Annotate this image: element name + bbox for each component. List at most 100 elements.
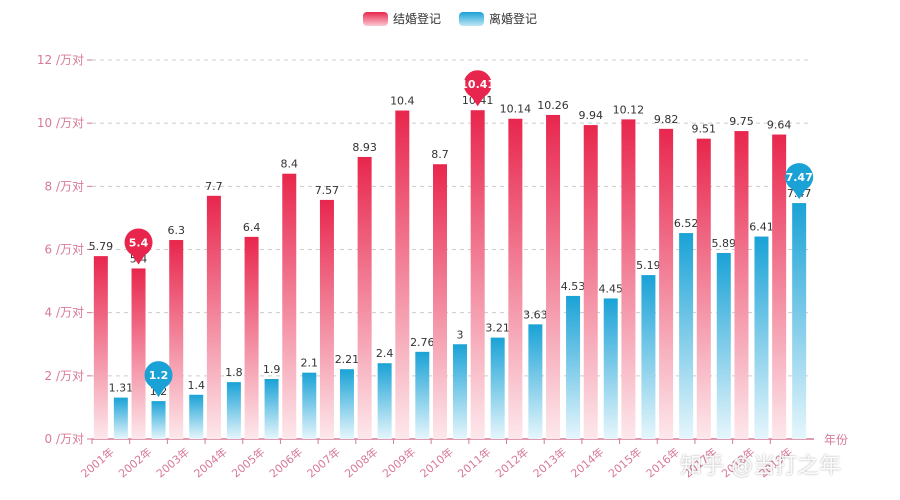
bar-divorce	[415, 351, 430, 439]
data-label: 8.7	[431, 148, 449, 161]
data-label: 3.21	[485, 322, 510, 335]
bar-divorce	[792, 203, 807, 439]
x-tick-label: 2005年	[229, 445, 268, 481]
x-tick-label: 2003年	[153, 445, 192, 481]
x-tick-label: 2009年	[379, 445, 418, 481]
svg-text:10.41: 10.41	[460, 78, 495, 91]
watermark: 知乎 @当打之年	[680, 454, 841, 479]
bar-marriage	[357, 156, 372, 440]
x-tick-label: 2001年	[78, 445, 117, 481]
bar-marriage	[433, 164, 447, 439]
bar-divorce	[264, 378, 279, 439]
bar-marriage	[470, 110, 485, 439]
legend-item-divorce[interactable]: 离婚登记	[459, 10, 537, 27]
x-tick-label: 2004年	[191, 445, 230, 481]
y-tick-label: 12 /万对	[37, 53, 84, 67]
data-label: 9.51	[692, 123, 717, 136]
x-tick-label: 2010年	[417, 445, 456, 481]
bar-divorce	[679, 233, 694, 439]
marker-max-marriage: 10.41	[460, 70, 495, 107]
marker-min-marriage: 5.4	[124, 228, 153, 265]
bar-marriage	[508, 118, 523, 440]
bar-marriage	[319, 199, 334, 439]
data-label: 2.1	[301, 357, 319, 370]
y-tick-label: 0 /万对	[45, 432, 85, 446]
data-label: 6.41	[749, 221, 774, 234]
data-label: 1.4	[187, 379, 205, 392]
data-label: 2.21	[335, 353, 360, 366]
legend-swatch-divorce	[459, 11, 484, 26]
x-tick-label: 2014年	[568, 445, 607, 481]
data-label: 1.8	[225, 366, 243, 379]
y-tick-label: 10 /万对	[37, 116, 84, 130]
y-tick-label: 2 /万对	[45, 369, 85, 383]
data-label: 9.64	[767, 119, 792, 132]
x-tick-label: 2006年	[266, 445, 305, 481]
bar-marriage	[395, 110, 410, 440]
svg-text:1.2: 1.2	[149, 369, 169, 382]
x-tick-label: 2008年	[342, 445, 381, 481]
bar-divorce	[302, 372, 317, 439]
bar-divorce	[113, 397, 128, 439]
bar-marriage	[583, 125, 598, 439]
data-label: 6.52	[674, 217, 699, 230]
bar-marriage	[659, 128, 674, 439]
data-label: 3.63	[523, 308, 548, 321]
x-axis-title: 年份	[824, 433, 848, 447]
bar-marriage	[546, 114, 561, 439]
data-label: 10.4	[390, 95, 415, 108]
bar-divorce	[453, 344, 467, 439]
bar-marriage	[282, 173, 297, 439]
bar-divorce	[490, 337, 505, 439]
bar-marriage	[206, 195, 221, 439]
data-label: 6.4	[243, 221, 261, 234]
bar-divorce	[528, 324, 543, 439]
data-label: 2.76	[410, 336, 435, 349]
data-label: 10.12	[613, 103, 645, 116]
x-tick-label: 2016年	[643, 445, 682, 481]
bar-divorce	[566, 295, 581, 439]
y-tick-label: 8 /万对	[45, 179, 85, 193]
bar-divorce	[754, 236, 769, 439]
bar-divorce	[716, 252, 731, 439]
data-label: 4.53	[561, 280, 586, 293]
data-label: 10.26	[537, 99, 569, 112]
legend: 结婚登记 离婚登记	[0, 10, 900, 27]
bar-marriage	[734, 131, 749, 439]
svg-text:7.47: 7.47	[786, 171, 813, 184]
legend-swatch-marriage	[362, 11, 388, 26]
bar-divorce	[189, 394, 204, 439]
x-tick-label: 2011年	[455, 445, 494, 481]
data-label: 10.14	[500, 103, 532, 116]
marker-min-divorce: 1.2	[144, 361, 173, 398]
data-label: 8.93	[352, 141, 377, 154]
legend-label-marriage: 结婚登记	[392, 12, 441, 26]
bar-marriage	[621, 119, 636, 440]
data-label: 8.4	[281, 158, 299, 171]
bar-marriage	[244, 236, 259, 439]
bar-marriage	[696, 138, 711, 439]
data-label: 5.79	[89, 240, 114, 253]
data-label: 5.89	[712, 237, 737, 250]
data-label: 9.75	[729, 115, 754, 128]
data-label: 5.19	[636, 259, 661, 272]
bar-marriage	[169, 240, 184, 439]
y-tick-label: 4 /万对	[45, 306, 85, 320]
data-label: 3	[457, 328, 464, 341]
data-label: 4.45	[598, 282, 623, 295]
x-tick-label: 2007年	[304, 445, 343, 481]
legend-item-marriage[interactable]: 结婚登记	[362, 10, 441, 27]
data-label: 9.82	[654, 113, 679, 126]
bar-divorce	[339, 369, 354, 439]
data-label: 1.31	[109, 382, 134, 395]
data-label: 7.57	[315, 184, 340, 197]
y-tick-label: 6 /万对	[45, 243, 85, 257]
legend-label-divorce: 离婚登记	[489, 12, 538, 26]
data-label: 1.9	[263, 363, 281, 376]
data-label: 2.4	[376, 347, 394, 360]
bar-divorce	[603, 298, 618, 439]
x-tick-label: 2013年	[530, 445, 569, 481]
x-tick-label: 2015年	[605, 445, 644, 481]
bar-divorce	[226, 382, 241, 439]
